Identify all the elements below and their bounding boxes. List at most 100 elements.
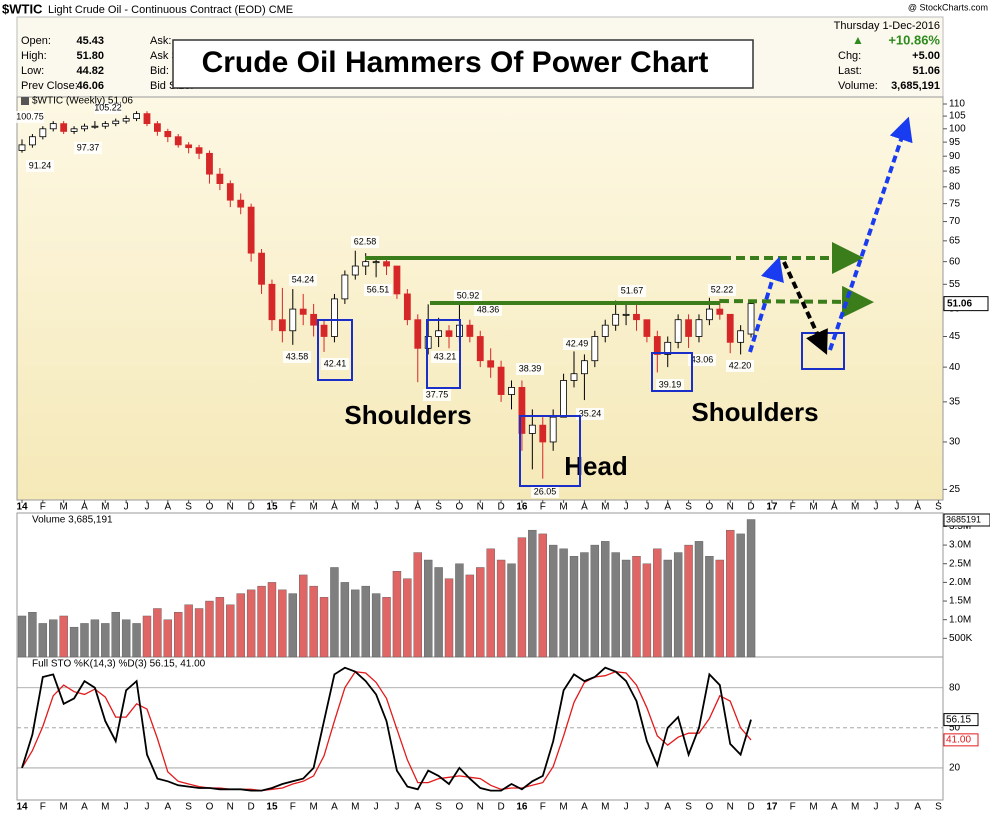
x-tick-label: F (40, 502, 46, 513)
volume-bar (163, 619, 173, 658)
volume-bar (278, 589, 287, 658)
volume-bar (423, 559, 433, 658)
y-tick-label: 1.0M (949, 614, 971, 625)
volume-bar (621, 559, 631, 658)
sto-line (21, 671, 752, 792)
y-tick-label: 3.0M (949, 540, 971, 551)
price-label: 62.58 (354, 236, 377, 246)
volume-bar (507, 563, 516, 658)
price-label-bg (563, 338, 591, 350)
candle-body (643, 319, 651, 337)
volume-bar (705, 556, 714, 658)
volume-bar (215, 597, 225, 658)
x-tick-label: J (374, 502, 379, 513)
x-tick-label: J (144, 502, 149, 513)
candle-body (726, 313, 734, 343)
x-tick-label: A (81, 802, 88, 813)
x-tick-label: F (290, 802, 296, 813)
quote-label: Last: (838, 65, 862, 77)
x-tick-label: M (59, 802, 67, 813)
candle-body (653, 336, 661, 355)
price-label: 43.21 (434, 351, 457, 361)
x-tick-label: S (185, 502, 192, 513)
quote-label: Volume: (838, 80, 878, 92)
x-tick-label: A (914, 502, 921, 513)
volume-bar (38, 623, 48, 658)
volume-bar (184, 604, 193, 658)
x-tick-label: J (874, 502, 879, 513)
pattern-box (519, 415, 581, 487)
candle-body (91, 125, 99, 128)
last-price-label: 51.06 (947, 298, 972, 309)
volume-bar (288, 593, 297, 658)
candle-body (101, 123, 109, 127)
y-tick-label: 60 (949, 256, 961, 267)
volume-bar (257, 585, 266, 658)
volume-bar (246, 589, 256, 658)
candle-body (716, 308, 724, 315)
x-tick-label: 14 (16, 502, 28, 513)
neckline-projection (719, 285, 874, 318)
price-label: 42.20 (729, 360, 752, 370)
price-label-bg (708, 284, 736, 296)
y-tick-label: 1.5M (949, 596, 971, 607)
candle-body (143, 113, 151, 125)
volume-bar (153, 608, 162, 658)
x-tick-label: D (497, 802, 504, 813)
y-tick-label: 75 (949, 198, 961, 209)
y-tick-label: 2.5M (949, 558, 971, 569)
x-tick-label: D (248, 502, 255, 513)
candle-body (633, 313, 640, 321)
y-tick-label: 80 (949, 682, 961, 693)
price-label: 43.58 (286, 351, 309, 361)
volume-bar (340, 582, 350, 658)
price-label: 51.67 (621, 285, 644, 295)
y-tick-label: 65 (949, 235, 961, 246)
quote-value: 45.43 (76, 35, 104, 47)
quote-label: Prev Close: (21, 80, 78, 92)
candle-body (70, 128, 78, 132)
price-label-bg (688, 354, 716, 366)
legend: $WTIC (Weekly) 51.06 (32, 96, 133, 107)
volume-bar (361, 585, 370, 658)
volume-bar (121, 619, 131, 658)
x-tick-label: S (185, 802, 192, 813)
x-tick-label: J (644, 502, 649, 513)
x-tick-label: S (435, 502, 442, 513)
candle-body (685, 319, 692, 337)
price-label: 39.19 (659, 379, 682, 389)
candle-body (591, 336, 599, 362)
candle-body (195, 147, 203, 154)
volume-bar (663, 559, 672, 658)
candle-body (487, 360, 495, 368)
x-tick-label: A (664, 502, 671, 513)
x-tick-label: S (685, 802, 692, 813)
price-label-bg (16, 111, 44, 123)
price-label: 52.22 (711, 284, 734, 294)
price-label-bg (283, 351, 311, 363)
volume-bar (653, 548, 662, 658)
sto-title: Full STO %K(14,3) %D(3) 56.15, 41.00 (32, 659, 206, 670)
x-tick-label: J (894, 802, 899, 813)
candle-body (299, 308, 307, 315)
x-tick-label: N (477, 502, 484, 513)
y-tick-label: 110 (949, 99, 965, 110)
price-label: 56.51 (367, 284, 390, 294)
x-tick-label: A (414, 802, 421, 813)
volume-bar (59, 615, 68, 658)
candle-body (414, 319, 422, 349)
candle-body (278, 319, 286, 332)
price-label-bg (289, 274, 317, 286)
x-tick-label: M (309, 502, 317, 513)
candle-body (268, 283, 276, 321)
quote-label: Ask S (150, 50, 179, 62)
y-tick-label: 55 (949, 279, 961, 290)
last-value-label: 41.00 (946, 735, 971, 746)
y-tick-label: 90 (949, 151, 961, 162)
price-label: 43.06 (691, 354, 714, 364)
volume-bar (559, 548, 568, 658)
volume-bar (726, 529, 735, 658)
candle-body (122, 118, 130, 122)
pattern-box (651, 352, 693, 392)
candle-body (393, 265, 401, 295)
